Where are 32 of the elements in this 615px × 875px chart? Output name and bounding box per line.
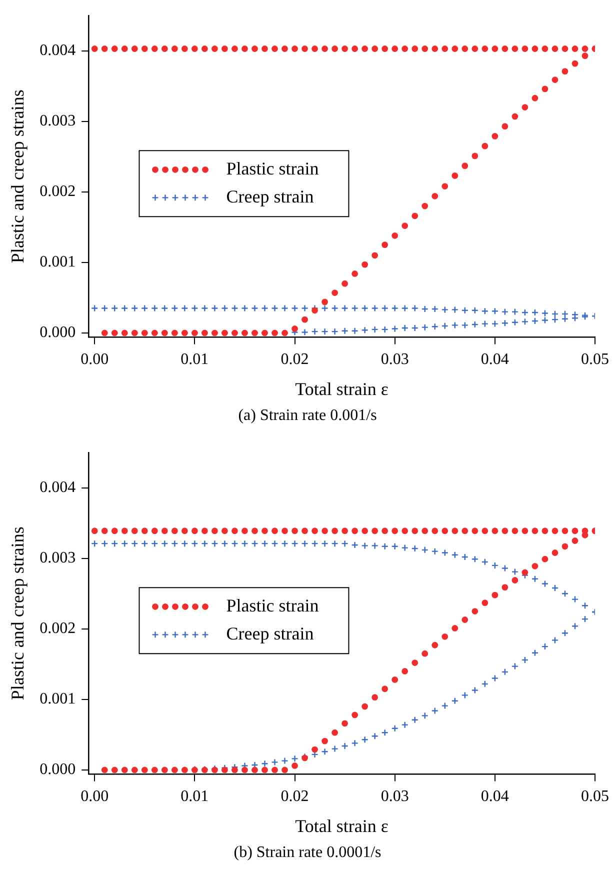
legend-label: Plastic strain (226, 595, 319, 616)
x-tick-label: 0.05 (581, 788, 609, 806)
legend-label: Creep strain (226, 186, 314, 206)
y-tick-label: 0.002 (40, 620, 76, 638)
x-tick-label: 0.04 (480, 351, 509, 368)
x-tick-label: 0.01 (180, 351, 209, 368)
x-tick-label: 0.00 (80, 351, 109, 368)
y-tick-label: 0.004 (40, 42, 76, 60)
x-tick-label: 0.00 (80, 788, 109, 806)
text: (b) Strain rate 0.0001/s (232, 844, 382, 862)
text: (a) Strain rate 0.001/s (237, 407, 378, 425)
x-tick-label: 0.01 (180, 788, 209, 806)
x-axis-title: Total strain ε (295, 378, 389, 399)
y-tick-label: 0.001 (40, 254, 76, 271)
y-tick-label: 0.002 (40, 183, 76, 200)
y-tick-label: 0.003 (40, 550, 76, 567)
x-tick-label: 0.04 (480, 788, 509, 806)
y-tick-label: 0.004 (40, 479, 76, 496)
x-tick-label: 0.02 (280, 788, 309, 806)
y-tick-label: 0.000 (40, 761, 76, 778)
y-axis-title: Plastic and creep strains (8, 526, 28, 700)
y-axis-title: Plastic and creep strains (8, 90, 28, 264)
y-tick-label: 0.001 (40, 690, 76, 708)
x-tick-label: 0.02 (280, 351, 309, 368)
legend-label: Creep strain (226, 623, 314, 644)
y-tick-label: 0.003 (40, 112, 76, 130)
x-tick-label: 0.03 (380, 351, 409, 368)
x-tick-label: 0.05 (581, 351, 609, 368)
x-tick-label: 0.03 (380, 788, 409, 806)
legend-label: Plastic strain (226, 158, 319, 178)
x-axis-title: Total strain ε (295, 816, 389, 836)
y-tick-label: 0.000 (40, 324, 76, 342)
